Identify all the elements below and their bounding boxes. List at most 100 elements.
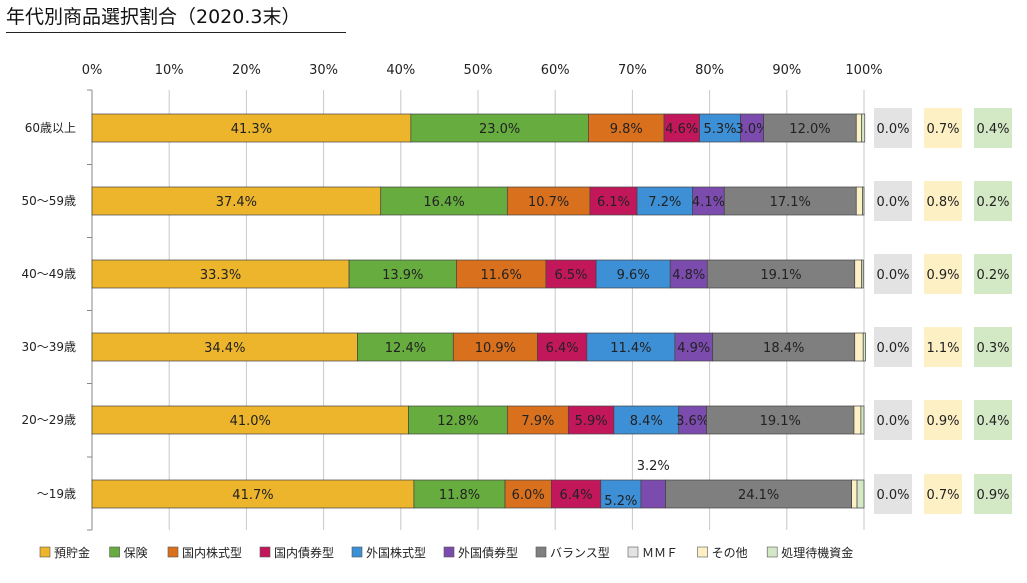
side-value-box — [924, 108, 962, 148]
legend-label: 預貯金 — [54, 545, 90, 560]
side-value-box — [874, 108, 912, 148]
side-value-label: 0.8% — [926, 195, 959, 210]
bar-segment — [853, 405, 862, 435]
data-label: 5.3% — [704, 122, 737, 137]
data-label: 3.2% — [637, 459, 670, 474]
side-value-label: 0.2% — [976, 195, 1009, 210]
data-label: 4.1% — [692, 195, 725, 210]
side-value-box — [974, 254, 1012, 294]
data-label: 3.0% — [736, 122, 769, 137]
bar-segment — [613, 405, 680, 435]
legend-label: バランス型 — [550, 546, 610, 560]
data-label: 18.4% — [763, 341, 804, 356]
bar-segment — [567, 405, 615, 435]
side-value-label: 0.0% — [876, 341, 909, 356]
data-label: 9.6% — [617, 268, 650, 283]
legend-swatch — [351, 546, 363, 558]
bar-segment — [723, 186, 857, 216]
bar-segment — [504, 479, 552, 509]
bar-segment — [763, 113, 857, 143]
side-value-box — [874, 327, 912, 367]
bar-segment — [855, 186, 863, 216]
data-label: 11.4% — [610, 341, 651, 356]
bar-segment — [706, 405, 855, 435]
legend-label: 外国株式型 — [366, 545, 426, 560]
legend-swatch — [697, 546, 708, 558]
bar-segment — [91, 332, 358, 362]
data-label: 10.7% — [528, 195, 569, 210]
bar-segment — [669, 259, 708, 289]
category-label: 40～49歳 — [21, 267, 76, 281]
data-label: 6.4% — [560, 488, 593, 503]
legend-label: ＭＭＦ — [642, 546, 678, 560]
bar-segment — [506, 186, 591, 216]
bar-segment — [663, 113, 700, 143]
bar-segment — [545, 259, 597, 289]
data-label: 41.0% — [230, 414, 271, 429]
side-value-box — [924, 400, 962, 440]
bar-segment — [674, 332, 714, 362]
data-label: 8.4% — [630, 414, 663, 429]
bar-segment — [550, 479, 602, 509]
side-value-label: 0.7% — [926, 122, 959, 137]
bar-segment — [588, 113, 665, 143]
data-label: 41.3% — [231, 122, 272, 137]
bar-segment — [860, 405, 865, 435]
x-tick-label: 50% — [464, 63, 493, 78]
bar-segment — [452, 332, 538, 362]
side-value-label: 0.0% — [876, 414, 909, 429]
bar-segment — [91, 186, 382, 216]
bar-segment — [380, 186, 508, 216]
data-label: 41.7% — [232, 488, 273, 503]
bar-segment — [600, 479, 642, 509]
side-value-label: 0.0% — [876, 122, 909, 137]
data-label: 16.4% — [423, 195, 464, 210]
bar-segment — [506, 405, 569, 435]
data-label: 12.0% — [789, 122, 830, 137]
x-tick-label: 70% — [618, 63, 647, 78]
legend-swatch — [627, 546, 639, 558]
side-value-box — [974, 474, 1012, 514]
bar-segment — [861, 113, 866, 143]
data-label: 4.9% — [677, 341, 710, 356]
side-value-box — [924, 474, 962, 514]
x-tick-label: 0% — [82, 63, 103, 78]
x-tick-label: 40% — [386, 63, 415, 78]
legend-swatch — [167, 546, 179, 558]
data-label: 6.4% — [546, 341, 579, 356]
data-label: 19.1% — [760, 268, 801, 283]
bar-segment — [537, 332, 588, 362]
bar-segment — [413, 479, 506, 509]
data-label: 34.4% — [204, 341, 245, 356]
side-value-label: 0.9% — [926, 268, 959, 283]
legend-swatch — [259, 546, 271, 558]
x-tick-label: 60% — [541, 63, 570, 78]
bar-segment — [586, 332, 676, 362]
data-label: 5.9% — [575, 414, 608, 429]
data-label: 12.8% — [437, 414, 478, 429]
bar-segment — [851, 479, 858, 509]
data-label: 23.0% — [479, 122, 520, 137]
side-value-label: 0.4% — [976, 122, 1009, 137]
side-value-label: 0.0% — [876, 488, 909, 503]
chart-title: 年代別商品選択割合（2020.3末） — [6, 2, 346, 33]
data-label: 4.6% — [665, 122, 698, 137]
data-label: 6.5% — [555, 268, 588, 283]
data-label: 5.2% — [604, 494, 637, 509]
data-label: 12.4% — [385, 341, 426, 356]
category-label: 20～29歳 — [21, 413, 76, 427]
bar-segment — [854, 332, 864, 362]
legend-label: 処理待機資金 — [781, 545, 853, 560]
side-value-box — [924, 254, 962, 294]
data-label: 9.8% — [610, 122, 643, 137]
x-tick-label: 80% — [695, 63, 724, 78]
side-value-label: 0.0% — [876, 268, 909, 283]
side-value-label: 0.9% — [976, 488, 1009, 503]
legend-label: 国内株式型 — [182, 545, 242, 560]
side-value-box — [974, 181, 1012, 221]
bar-segment — [712, 332, 856, 362]
category-label: 30～39歳 — [21, 340, 76, 354]
data-label: 10.9% — [475, 341, 516, 356]
x-tick-label: 10% — [155, 63, 184, 78]
data-label: 6.1% — [597, 195, 630, 210]
